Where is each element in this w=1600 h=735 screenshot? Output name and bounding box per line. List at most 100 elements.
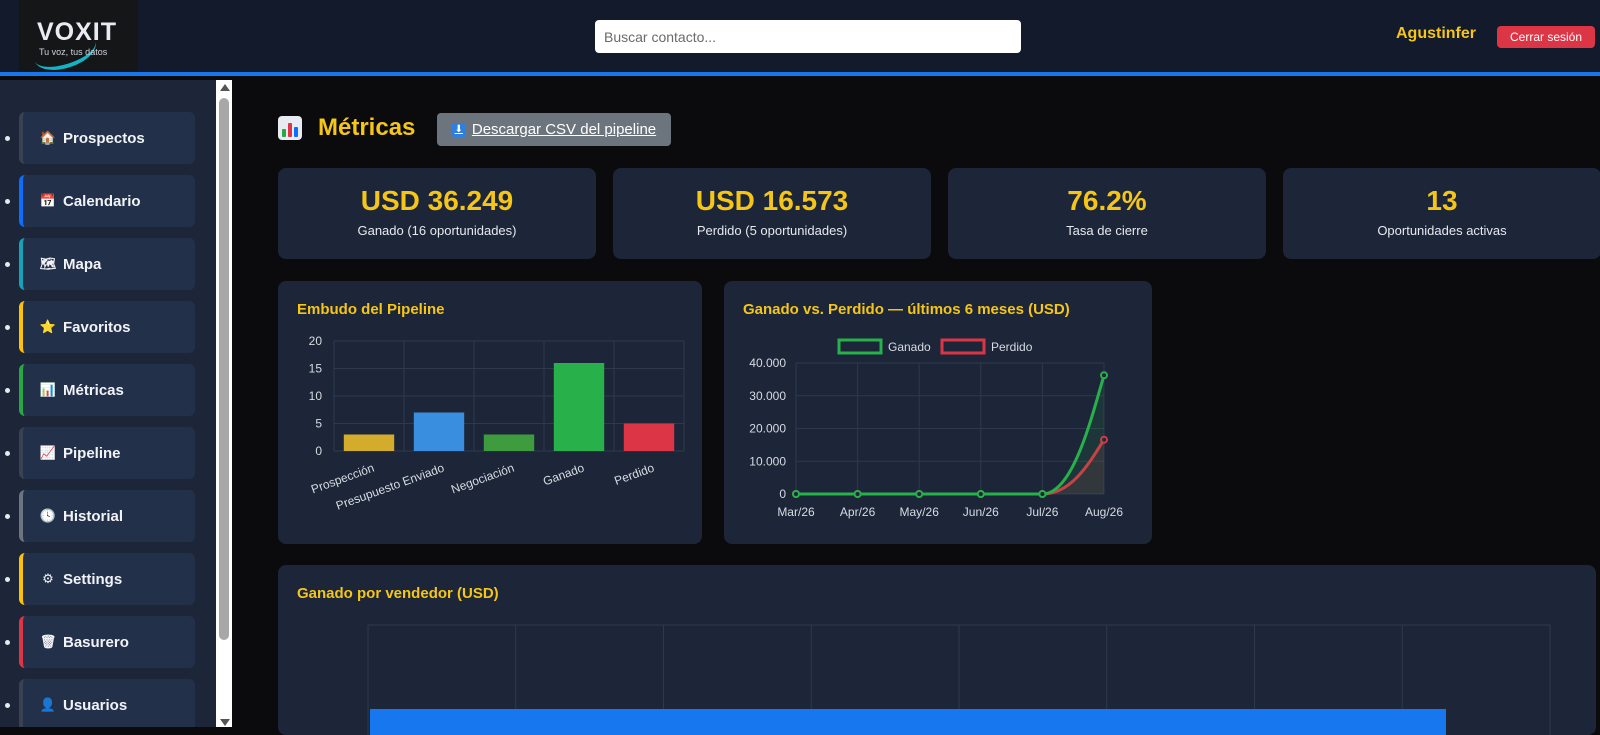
legend-swatch (837, 338, 883, 355)
chart-title: Ganado vs. Perdido — últimos 6 meses (US… (743, 301, 1070, 318)
sidebar-item-usuarios[interactable]: 👤 Usuarios (19, 679, 195, 727)
user-icon: 👤 (39, 697, 57, 712)
legend-label: Ganado (888, 340, 931, 354)
logo[interactable]: VOXIT Tu voz, tus datos (19, 0, 138, 71)
seller-chart-card: Ganado por vendedor (USD) (278, 565, 1596, 735)
search-contact-input[interactable] (595, 20, 1021, 53)
y-tick-label: 5 (315, 417, 322, 431)
sidebar-item-favoritos[interactable]: ⭐ Favoritos (19, 301, 195, 353)
sidebar-item-label: Usuarios (63, 696, 128, 714)
sidebar-item-historial[interactable]: 🕓 Historial (19, 490, 195, 542)
series-point (1038, 490, 1047, 498)
download-icon: ⬇ (451, 122, 466, 137)
scroll-up-arrow-icon[interactable] (220, 84, 230, 91)
funnel-bar (623, 423, 675, 451)
page-title-text: Métricas (318, 114, 416, 141)
top-header: VOXIT Tu voz, tus datos Agustinfer Cerra… (0, 0, 1600, 76)
house-icon: 🏠 (39, 130, 57, 145)
y-tick-label: 0 (779, 487, 786, 501)
x-tick-label: Jun/26 (963, 505, 999, 519)
logo-tagline: Tu voz, tus datos (39, 47, 108, 57)
chart-title: Embudo del Pipeline (297, 301, 445, 318)
kpi-card-active: 13 Oportunidades activas (1283, 168, 1600, 259)
x-tick-label: Perdido (612, 461, 656, 488)
logo-text: VOXIT (37, 18, 118, 46)
won-lost-chart-card: Ganado vs. Perdido — últimos 6 meses (US… (724, 281, 1152, 544)
sidebar-item-label: Settings (63, 570, 123, 588)
y-tick-label: 40.000 (749, 356, 786, 370)
y-tick-label: 20.000 (749, 422, 786, 436)
kpi-card-won: USD 36.249 Ganado (16 oportunidades) (278, 168, 596, 259)
kpi-label: Ganado (16 oportunidades) (357, 223, 517, 238)
seller-bar-chart (367, 624, 1551, 735)
scroll-down-arrow-icon[interactable] (220, 719, 230, 726)
sidebar-scroll-thumb[interactable] (219, 98, 229, 640)
x-tick-label: May/26 (900, 505, 940, 519)
sidebar-item-basurero[interactable]: 🗑 Basurero (19, 616, 195, 668)
list-bullet (5, 262, 10, 267)
sidebar-item-label: Historial (63, 507, 124, 525)
funnel-bar (553, 363, 605, 451)
calendar-icon: 📅 (39, 193, 57, 208)
list-bullet (5, 199, 10, 204)
list-bullet (5, 451, 10, 456)
sidebar-item-calendario[interactable]: 📅 Calendario (19, 175, 195, 227)
sidebar-item-label: Pipeline (63, 444, 121, 462)
won-lost-line-chart: 0 10.000 20.000 30.000 40.000 Mar/26 Apr/26 May… (749, 338, 1123, 519)
series-point (853, 490, 862, 498)
y-tick-label: 10 (309, 389, 323, 403)
list-bullet (5, 388, 10, 393)
kpi-label: Oportunidades activas (1377, 223, 1507, 238)
kpi-label: Perdido (5 oportunidades) (696, 223, 848, 238)
sidebar-item-metricas[interactable]: 📊 Métricas (19, 364, 195, 416)
sidebar: 🏠 Prospectos 📅 Calendario 🗺 Mapa ⭐ Favoritos 📊 Mé… (0, 80, 232, 727)
sidebar-item-label: Calendario (63, 192, 141, 210)
sidebar-item-label: Mapa (63, 255, 102, 273)
series-point (792, 490, 800, 498)
sidebar-item-mapa[interactable]: 🗺 Mapa (19, 238, 195, 290)
x-tick-label: Aug/26 (1085, 505, 1123, 519)
x-tick-label: Apr/26 (840, 505, 876, 519)
y-tick-label: 15 (309, 362, 323, 376)
download-csv-label: Descargar CSV del pipeline (471, 121, 657, 138)
list-bullet (5, 136, 10, 141)
trash-icon: 🗑 (39, 634, 57, 649)
sidebar-item-label: Prospectos (63, 129, 145, 147)
y-tick-label: 10.000 (749, 454, 786, 468)
legend-label: Perdido (991, 340, 1033, 354)
funnel-bar (343, 434, 395, 451)
x-tick-label: Negociación (449, 461, 516, 497)
series-area (796, 375, 1104, 494)
series-point (976, 490, 985, 498)
gear-icon: ⚙ (42, 571, 54, 586)
map-icon: 🗺 (39, 256, 57, 271)
funnel-bar (483, 434, 535, 451)
kpi-label: Tasa de cierre (1066, 223, 1148, 238)
series-point (915, 490, 924, 498)
sidebar-item-settings[interactable]: ⚙ Settings (19, 553, 195, 605)
sidebar-item-label: Basurero (63, 633, 129, 651)
legend-swatch (940, 338, 986, 355)
chart-title: Ganado por vendedor (USD) (297, 585, 499, 602)
y-tick-label: 20 (309, 334, 323, 348)
sidebar-item-pipeline[interactable]: 📈 Pipeline (19, 427, 195, 479)
list-bullet (5, 514, 10, 519)
sidebar-item-label: Métricas (63, 381, 124, 399)
kpi-card-lost: USD 16.573 Perdido (5 oportunidades) (613, 168, 931, 259)
y-tick-label: 0 (315, 444, 322, 458)
sidebar-item-prospectos[interactable]: 🏠 Prospectos (19, 112, 195, 164)
bar-chart-icon: 📊 (39, 382, 57, 397)
sidebar-item-label: Favoritos (63, 318, 131, 336)
list-bullet (5, 703, 10, 708)
y-tick-label: 30.000 (749, 389, 786, 403)
kpi-value: USD 16.573 (695, 185, 849, 216)
x-tick-label: Jul/26 (1026, 505, 1058, 519)
series-line (796, 374, 1106, 496)
funnel-chart-card: Embudo del Pipeline 0 5 10 15 20 Prospección P… (278, 281, 702, 544)
x-tick-label: Mar/26 (777, 505, 815, 519)
download-csv-button[interactable]: ⬇ Descargar CSV del pipeline (437, 113, 671, 146)
x-tick-label: Ganado (541, 461, 586, 489)
series-point (1100, 371, 1108, 380)
logout-button[interactable]: Cerrar sesión (1497, 26, 1595, 48)
